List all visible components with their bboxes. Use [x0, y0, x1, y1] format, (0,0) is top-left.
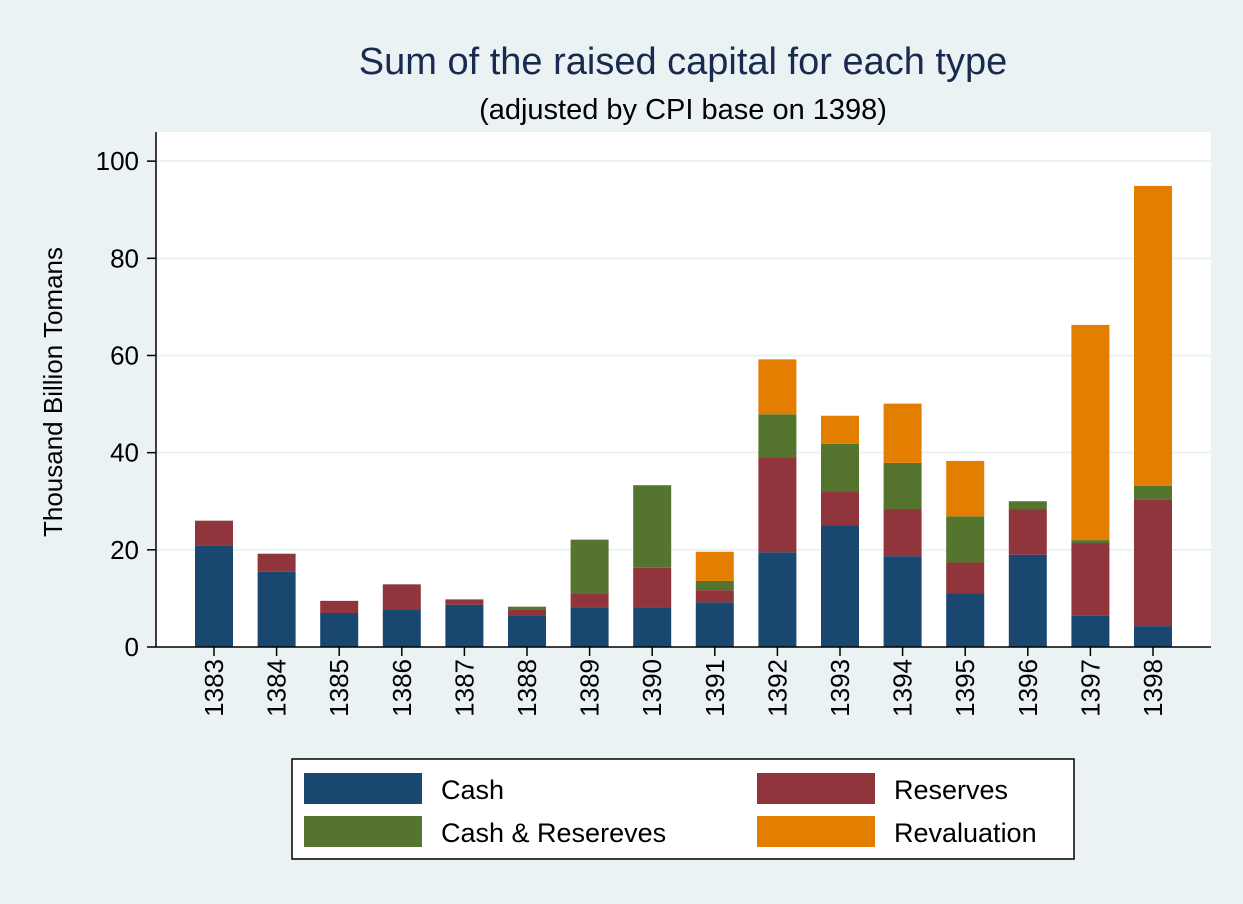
x-tick-label-1398: 1398: [1138, 659, 1168, 717]
plot-area: [156, 132, 1211, 647]
y-tick-label-60: 60: [110, 340, 139, 370]
bar-1393-revaluation: [821, 415, 859, 444]
bar-1394-cash-resereves: [883, 462, 922, 510]
x-tick-label-1388: 1388: [512, 659, 542, 717]
x-tick-label-1395: 1395: [950, 659, 980, 717]
legend-label-reserves: Reserves: [894, 775, 1008, 805]
bar-1386-cash: [382, 609, 421, 647]
legend-swatch-reserves: [757, 773, 875, 804]
x-tick-label-1393: 1393: [825, 659, 855, 717]
x-tick-label-1389: 1389: [575, 659, 605, 717]
bar-1392-reserves: [758, 458, 797, 553]
chart-title: Sum of the raised capital for each type: [359, 41, 1007, 83]
bar-1388-cash-resereves: [508, 606, 546, 610]
bar-1390-cash-resereves: [633, 485, 672, 568]
x-tick-label-1384: 1384: [262, 659, 292, 717]
x-axis: 1383 1384 1385 1386 1387 1388 1389 1390 1391 1392…: [156, 646, 1211, 717]
y-tick-label-0: 0: [125, 632, 139, 662]
bar-1385-reserves: [320, 600, 359, 613]
bar-1395-cash: [946, 593, 985, 647]
y-axis-title: Thousand Billion Tomans: [38, 247, 68, 537]
bar-1390-reserves: [633, 567, 672, 608]
y-tick-label-20: 20: [110, 535, 139, 565]
x-tick-label-1394: 1394: [888, 659, 918, 717]
bar-1397-cash-resereves: [1071, 540, 1110, 544]
y-tick-label-80: 80: [110, 243, 139, 273]
bar-1394-revaluation: [883, 403, 922, 463]
y-tick-label-40: 40: [110, 438, 139, 468]
bars: [195, 185, 1172, 647]
x-tick-label-1387: 1387: [449, 659, 479, 717]
bar-1389-cash-resereves: [570, 539, 609, 594]
bar-1391-cash-resereves: [695, 580, 734, 591]
bar-1393-cash: [821, 525, 859, 647]
chart-subtitle: (adjusted by CPI base on 1398): [479, 94, 887, 126]
bar-1397-cash: [1071, 615, 1110, 647]
bar-1392-revaluation: [758, 359, 797, 415]
x-tick-label-1391: 1391: [700, 659, 730, 717]
bar-1396-cash: [1008, 554, 1047, 647]
x-tick-label-1386: 1386: [387, 659, 417, 717]
legend-swatch-cash: [304, 773, 422, 804]
bar-1395-revaluation: [946, 460, 985, 517]
bar-1398-reserves: [1134, 499, 1172, 627]
legend-swatch-revaluation: [757, 816, 875, 847]
bar-1388-reserves: [508, 609, 546, 616]
bar-1395-cash-resereves: [946, 516, 985, 563]
bar-1398-cash: [1134, 626, 1172, 647]
bar-1389-reserves: [570, 593, 609, 608]
bar-1392-cash-resereves: [758, 414, 797, 459]
legend-swatch-cash-resereves: [304, 816, 422, 847]
legend: Cash Reserves Cash & Resereves Revaluation: [291, 758, 1075, 860]
x-tick-label-1383: 1383: [199, 659, 229, 717]
bar-1385-cash: [320, 612, 359, 647]
bar-1386-reserves: [382, 584, 421, 610]
y-axis: 0 20 40 60 80 100: [96, 132, 157, 662]
x-tick-label-1392: 1392: [762, 659, 792, 717]
bar-1398-revaluation: [1134, 185, 1172, 486]
x-tick-label-1385: 1385: [324, 659, 354, 717]
y-tick-label-100: 100: [96, 146, 139, 176]
bar-1383-reserves: [195, 520, 233, 546]
bar-1396-reserves: [1008, 509, 1047, 555]
bar-1384-reserves: [257, 553, 296, 572]
bar-1391-reserves: [695, 590, 734, 603]
bar-1388-cash: [508, 615, 546, 647]
bar-1392-cash: [758, 552, 797, 647]
legend-label-revaluation: Revaluation: [894, 818, 1037, 848]
legend-label-cash-resereves: Cash & Resereves: [441, 818, 666, 848]
bar-1394-reserves: [883, 509, 922, 557]
legend-box: [291, 758, 1075, 860]
bar-1391-revaluation: [695, 551, 734, 581]
bar-1383-cash: [195, 545, 233, 647]
bar-1384-cash: [257, 571, 296, 647]
bar-1397-revaluation: [1071, 324, 1110, 541]
x-tick-label-1396: 1396: [1013, 659, 1043, 717]
legend-label-cash: Cash: [441, 775, 504, 805]
bar-1387-reserves: [445, 599, 484, 605]
bar-1387-cash: [445, 604, 484, 647]
x-tick-label-1390: 1390: [637, 659, 667, 717]
bar-1397-reserves: [1071, 543, 1110, 616]
bar-1393-cash-resereves: [821, 443, 859, 492]
bar-1393-reserves: [821, 491, 859, 526]
bar-1391-cash: [695, 602, 734, 647]
bar-1396-cash-resereves: [1008, 501, 1047, 510]
x-tick-label-1397: 1397: [1075, 659, 1105, 717]
bar-1394-cash: [883, 556, 922, 647]
bar-1395-reserves: [946, 562, 985, 594]
bar-1389-cash: [570, 607, 609, 647]
bar-1390-cash: [633, 607, 672, 647]
bar-1398-cash-resereves: [1134, 485, 1172, 500]
